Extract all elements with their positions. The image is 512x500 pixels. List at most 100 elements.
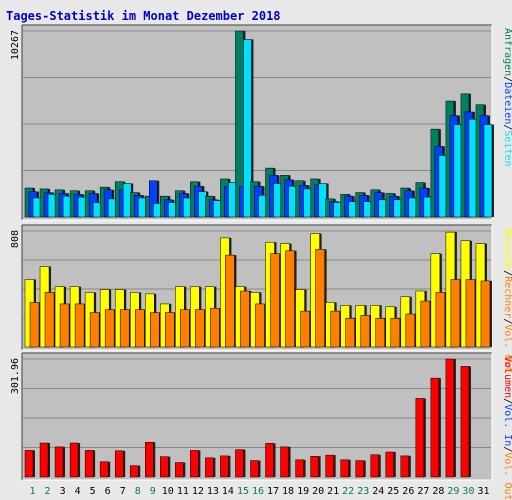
legend-top: Anfragen/Dateien/Seiten xyxy=(502,28,512,167)
bar-volumen-day-22 xyxy=(340,459,349,478)
chart-title: Tages-Statistik im Monat Dezember 2018 xyxy=(6,9,281,23)
legend-item: Dateien xyxy=(502,82,512,124)
bar-rechner-day-6 xyxy=(104,309,115,348)
bar-rechner-day-2 xyxy=(44,292,55,348)
bar-rechner-day-8 xyxy=(134,309,145,348)
x-tick-label: 8 xyxy=(135,486,141,497)
bar-rechner-day-3 xyxy=(59,303,70,348)
x-tick-label: 12 xyxy=(192,486,204,497)
bar-volumen-day-21 xyxy=(325,454,334,478)
bar-volumen-day-16 xyxy=(250,460,259,478)
x-tick-label: 23 xyxy=(357,486,369,497)
x-tick-label: 5 xyxy=(90,486,96,497)
bar-rechner-day-21 xyxy=(330,310,340,348)
legend-bottom: Volumen/Vol. In/Vol. Out xyxy=(502,356,512,500)
legend-separator: / xyxy=(502,398,512,404)
x-tick-label: 19 xyxy=(297,486,309,497)
bar-rechner-day-20 xyxy=(315,249,325,348)
y-max-label: 10267 xyxy=(10,30,21,60)
legend-item: Seiten xyxy=(502,130,512,166)
legend-item: Vol. In xyxy=(502,404,512,446)
bar-rechner-day-30 xyxy=(465,279,476,348)
x-tick-label: 24 xyxy=(372,486,384,497)
x-tick-label: 3 xyxy=(60,486,66,497)
bar-rechner-day-28 xyxy=(435,292,446,348)
x-tick-label: 27 xyxy=(417,486,429,497)
bar-volumen-day-12 xyxy=(190,450,199,478)
x-tick-label: 28 xyxy=(432,486,444,497)
bar-volumen-day-9 xyxy=(145,441,154,478)
bar-volumen-day-13 xyxy=(205,457,214,478)
bar-rechner-day-25 xyxy=(390,318,401,348)
bar-rechner-day-29 xyxy=(450,279,461,348)
bar-volumen-day-10 xyxy=(160,456,169,478)
y-max-label: 301.96 xyxy=(10,358,21,394)
bar-rechner-day-22 xyxy=(345,318,355,348)
legend-item: Rechner xyxy=(502,276,512,318)
bar-rechner-day-23 xyxy=(360,315,370,348)
x-tick-label: 4 xyxy=(75,486,81,497)
x-tick-label: 20 xyxy=(312,486,324,497)
bar-rechner-day-27 xyxy=(420,300,431,348)
x-tick-label: 14 xyxy=(222,486,234,497)
bar-rechner-day-12 xyxy=(195,309,205,348)
x-tick-label: 10 xyxy=(162,486,174,497)
bar-volumen-day-4 xyxy=(69,442,79,478)
bar-volumen-day-29 xyxy=(445,358,455,478)
legend-separator: / xyxy=(502,446,512,452)
x-tick-label: 18 xyxy=(282,486,294,497)
x-tick-label: 31 xyxy=(477,486,489,497)
bar-volumen-day-26 xyxy=(400,455,410,478)
x-tick-label: 6 xyxy=(105,486,111,497)
legend-separator: / xyxy=(502,318,512,324)
legend-item: Vol. Out xyxy=(502,452,512,500)
bar-volumen-day-1 xyxy=(24,450,34,478)
bar-volumen-day-23 xyxy=(355,460,364,478)
x-tick-label: 2 xyxy=(45,486,51,497)
x-tick-label: 9 xyxy=(150,486,156,497)
bar-volumen-day-24 xyxy=(370,454,379,478)
bar-volumen-day-7 xyxy=(114,450,124,478)
x-tick-label: 15 xyxy=(237,486,249,497)
bar-rechner-day-11 xyxy=(180,309,190,348)
bar-rechner-day-17 xyxy=(270,253,280,348)
legend-separator: / xyxy=(502,76,512,82)
x-tick-label: 17 xyxy=(267,486,279,497)
bar-volumen-day-8 xyxy=(129,465,139,478)
bar-volumen-day-25 xyxy=(385,451,395,478)
legend-item: Besuche xyxy=(502,228,512,270)
bar-volumen-day-20 xyxy=(310,456,319,478)
bar-rechner-day-26 xyxy=(405,313,416,348)
bar-rechner-day-16 xyxy=(255,303,265,348)
bar-volumen-day-6 xyxy=(99,461,109,478)
bar-volumen-day-18 xyxy=(280,446,289,478)
x-tick-label: 26 xyxy=(402,486,414,497)
bar-volumen-day-5 xyxy=(84,450,94,478)
bar-rechner-day-10 xyxy=(165,312,175,348)
bar-rechner-day-14 xyxy=(225,254,235,348)
legend-item: Volumen xyxy=(502,356,512,398)
bar-volumen-day-28 xyxy=(430,377,440,478)
bar-volumen-day-15 xyxy=(235,449,244,478)
bar-volumen-day-14 xyxy=(220,455,229,478)
x-tick-label: 21 xyxy=(327,486,339,497)
x-tick-label: 22 xyxy=(342,486,354,497)
x-tick-label: 30 xyxy=(462,486,474,497)
bar-rechner-day-1 xyxy=(29,302,40,348)
x-tick-label: 13 xyxy=(207,486,219,497)
bar-rechner-day-24 xyxy=(375,318,385,348)
legend-separator: / xyxy=(502,270,512,276)
bar-rechner-day-7 xyxy=(119,309,130,348)
legend-separator: / xyxy=(502,124,512,130)
bar-volumen-day-27 xyxy=(415,398,425,478)
bar-volumen-day-19 xyxy=(295,459,304,478)
bar-volumen-day-2 xyxy=(39,442,49,478)
bar-rechner-day-5 xyxy=(89,312,100,348)
bar-seiten-day-15 xyxy=(243,39,252,218)
bar-volumen-day-3 xyxy=(54,446,64,478)
x-tick-label: 11 xyxy=(177,486,189,497)
x-tick-label: 1 xyxy=(30,486,36,497)
bar-volumen-day-30 xyxy=(460,366,470,478)
bar-rechner-day-15 xyxy=(240,290,250,348)
